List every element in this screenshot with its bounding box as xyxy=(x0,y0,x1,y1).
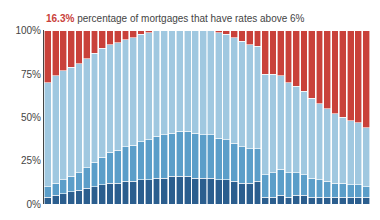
svg-text:50%: 50% xyxy=(21,112,41,123)
svg-text:25%: 25% xyxy=(21,155,41,166)
svg-text:100%: 100% xyxy=(15,25,41,36)
svg-text:16.3% percentage of mortgages: 16.3% percentage of mortgages that have … xyxy=(46,13,305,24)
svg-text:0%: 0% xyxy=(27,199,42,210)
svg-text:75%: 75% xyxy=(21,69,41,80)
